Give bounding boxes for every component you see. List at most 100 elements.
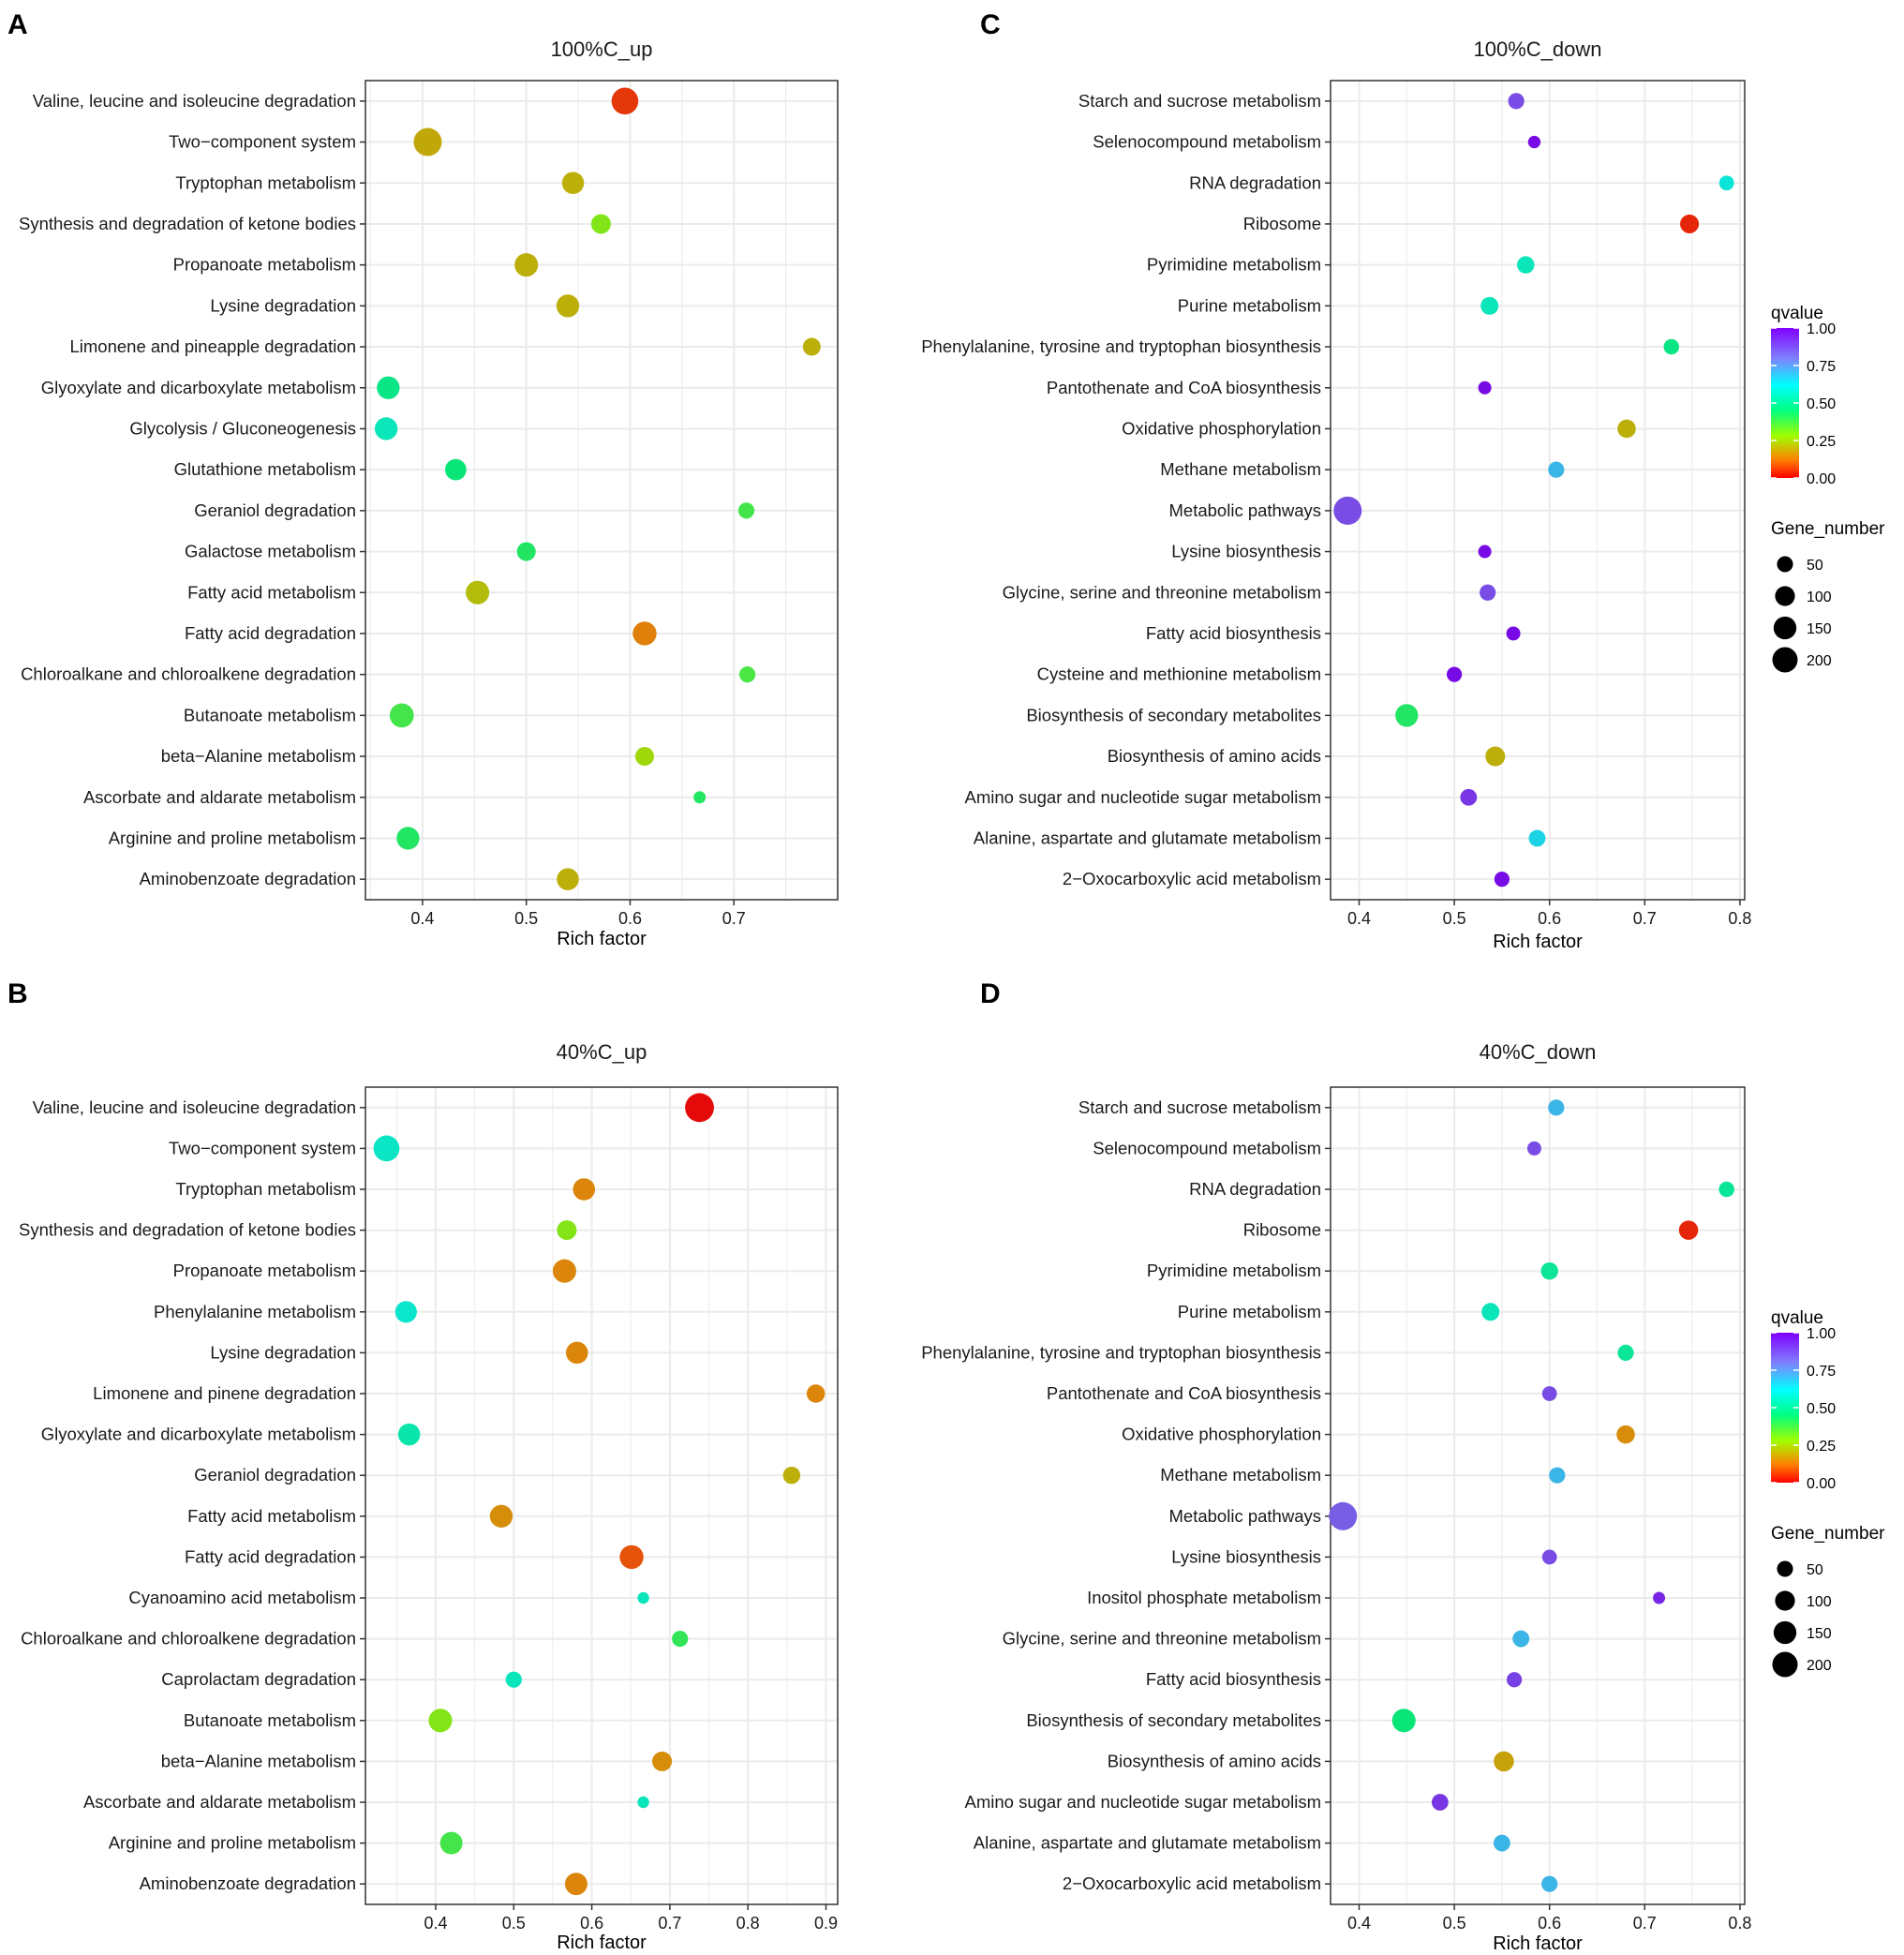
panel-letter-C: C: [980, 9, 1001, 40]
gene-number-legend-label: 200: [1807, 1658, 1832, 1674]
data-point: [428, 1709, 453, 1733]
data-point: [389, 703, 414, 728]
x-tick-label: 0.8: [1728, 1914, 1751, 1933]
x-tick-label: 0.5: [502, 1914, 526, 1933]
data-point: [685, 1093, 714, 1123]
data-point: [1718, 175, 1734, 191]
y-tick-label: Galactose metabolism: [185, 542, 356, 561]
y-tick-label: Ribosome: [1243, 1220, 1321, 1240]
y-tick-label: RNA degradation: [1189, 1179, 1321, 1199]
gene-number-legend-label: 100: [1807, 589, 1832, 605]
data-point: [782, 1466, 801, 1485]
data-point: [1506, 626, 1521, 641]
data-point: [1541, 1549, 1557, 1565]
y-tick-label: Geraniol degradation: [194, 1465, 356, 1485]
y-tick-label: Fatty acid degradation: [185, 1546, 356, 1566]
data-point: [1617, 419, 1636, 439]
y-tick-label: Methane metabolism: [1160, 1465, 1321, 1485]
data-point: [1329, 1501, 1358, 1530]
plot-border: [1330, 80, 1746, 901]
y-tick-label: Valine, leucine and isoleucine degradati…: [33, 1097, 356, 1117]
y-tick-label: Alanine, aspartate and glutamate metabol…: [974, 1833, 1321, 1853]
data-point: [516, 542, 536, 561]
chart-title: 40%C_down: [1480, 1040, 1597, 1064]
data-point: [672, 1630, 689, 1648]
y-tick-label: Pantothenate and CoA biosynthesis: [1047, 378, 1321, 397]
x-tick-label: 0.7: [1633, 909, 1657, 928]
data-point: [1460, 788, 1478, 806]
data-point: [489, 1504, 513, 1528]
y-tick-label: Lysine biosynthesis: [1171, 542, 1321, 561]
data-point: [1527, 135, 1541, 149]
qvalue-legend-title: qvalue: [1771, 304, 1823, 323]
data-point: [1663, 338, 1680, 355]
data-point: [1391, 1709, 1416, 1733]
y-tick-label: Fatty acid metabolism: [187, 582, 356, 602]
x-tick-label: 0.4: [1347, 909, 1371, 928]
data-point: [1548, 1099, 1565, 1116]
data-point: [739, 666, 756, 683]
y-tick-label: Selenocompound metabolism: [1093, 1138, 1321, 1157]
y-tick-label: Chloroalkane and chloroalkene degradatio…: [21, 1629, 356, 1649]
x-tick-label: 0.6: [1538, 909, 1561, 928]
y-tick-label: Two−component system: [169, 1138, 356, 1157]
y-tick-label: Fatty acid biosynthesis: [1146, 623, 1321, 643]
plot-area: [1331, 81, 1745, 900]
gene-number-legend-dot: [1777, 556, 1793, 573]
data-point: [557, 868, 579, 890]
y-tick-label: Ascorbate and aldarate metabolism: [83, 787, 356, 807]
y-tick-label: 2−Oxocarboxylic acid metabolism: [1063, 1873, 1321, 1893]
y-tick-label: Tryptophan metabolism: [175, 172, 356, 192]
gene-number-legend-dot: [1775, 586, 1795, 606]
data-point: [806, 1384, 826, 1403]
x-tick-label: 0.6: [580, 1914, 603, 1933]
gene-number-legend-dot: [1773, 1620, 1797, 1645]
y-tick-label: Fatty acid biosynthesis: [1146, 1669, 1321, 1689]
y-tick-label: Purine metabolism: [1178, 295, 1321, 315]
data-point: [374, 417, 398, 440]
y-tick-label: Tryptophan metabolism: [175, 1179, 356, 1199]
y-tick-label: Arginine and proline metabolism: [109, 1833, 356, 1853]
data-point: [377, 376, 400, 399]
x-axis-title: Rich factor: [557, 1933, 647, 1953]
y-tick-label: Glycolysis / Gluconeogenesis: [129, 418, 356, 438]
data-point: [737, 502, 755, 519]
data-point: [1395, 704, 1419, 727]
y-tick-label: Synthesis and degradation of ketone bodi…: [19, 1220, 356, 1240]
data-point: [637, 1796, 649, 1809]
y-tick-label: Glutathione metabolism: [174, 459, 356, 479]
x-tick-label: 0.5: [514, 909, 538, 928]
y-tick-label: Pyrimidine metabolism: [1147, 1261, 1321, 1280]
x-tick-label: 0.4: [1347, 1914, 1371, 1933]
y-tick-label: Synthesis and degradation of ketone bodi…: [19, 214, 356, 233]
x-tick-label: 0.7: [658, 1914, 681, 1933]
y-tick-label: Cysteine and methionine metabolism: [1037, 664, 1321, 684]
y-tick-label: Metabolic pathways: [1169, 1506, 1321, 1526]
y-tick-label: Biosynthesis of secondary metabolites: [1026, 705, 1321, 724]
data-point: [1493, 1834, 1510, 1852]
qvalue-legend-label: 0.50: [1807, 396, 1836, 412]
gene-number-legend-dot: [1772, 647, 1798, 673]
qvalue-legend-label: 0.50: [1807, 1401, 1836, 1417]
y-tick-label: Lysine biosynthesis: [1171, 1546, 1321, 1566]
data-point: [1653, 1591, 1666, 1604]
y-tick-label: Lysine degradation: [210, 1342, 356, 1362]
y-tick-label: Aminobenzoate degradation: [140, 1873, 356, 1893]
x-tick-label: 0.6: [618, 909, 642, 928]
chart-title: 100%C_up: [551, 37, 653, 61]
y-tick-label: Phenylalanine, tyrosine and tryptophan b…: [921, 336, 1321, 356]
y-tick-label: Glycine, serine and threonine metabolism: [1003, 1629, 1321, 1649]
data-point: [1528, 829, 1546, 847]
data-point: [557, 1220, 577, 1241]
y-tick-label: Lysine degradation: [210, 295, 356, 315]
y-tick-label: Aminobenzoate degradation: [140, 869, 356, 888]
qvalue-legend-label: 0.00: [1807, 1476, 1836, 1492]
data-point: [397, 1423, 421, 1446]
data-point: [1517, 256, 1535, 274]
x-tick-label: 0.4: [424, 1914, 447, 1933]
data-point: [373, 1135, 400, 1162]
data-point: [1541, 1875, 1558, 1892]
y-tick-label: Arginine and proline metabolism: [109, 828, 356, 847]
data-point: [1506, 1672, 1523, 1688]
data-point: [619, 1545, 644, 1570]
